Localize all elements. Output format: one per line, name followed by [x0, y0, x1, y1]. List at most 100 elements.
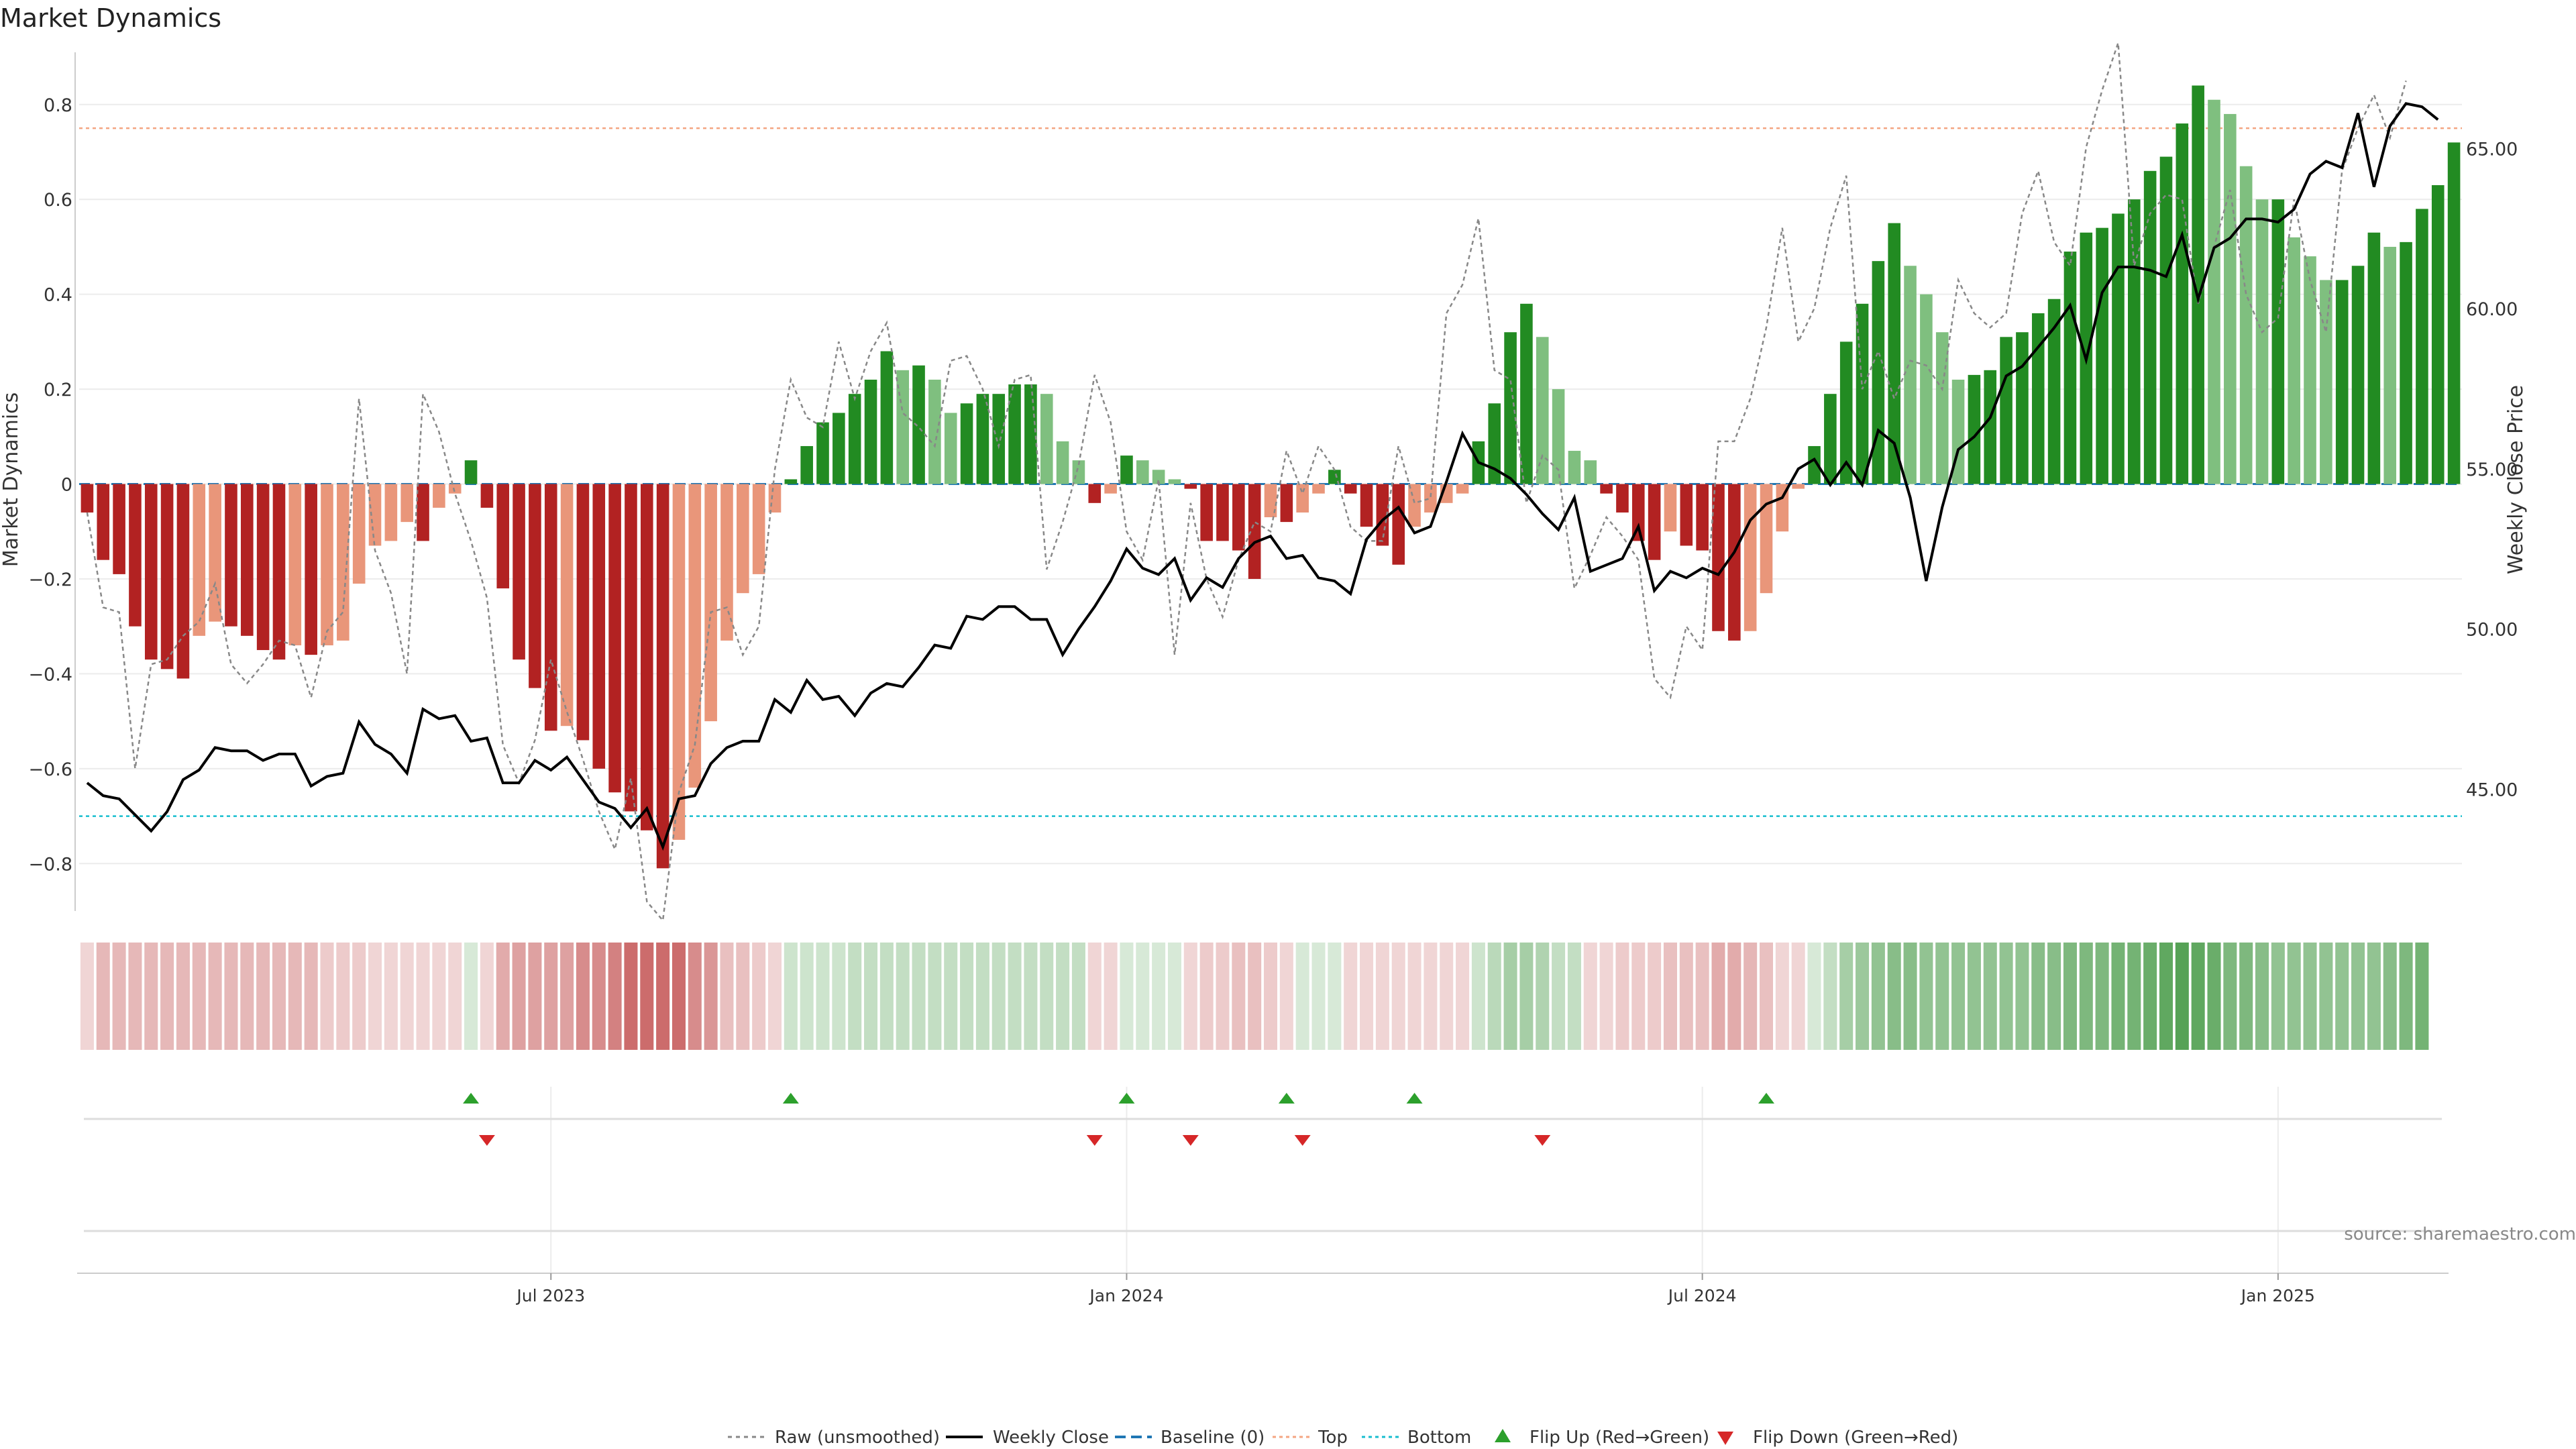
bar — [2351, 266, 2365, 484]
bar — [1935, 332, 1949, 484]
gauge-cell — [464, 943, 478, 1050]
bar — [1968, 374, 1981, 484]
bar — [880, 351, 894, 484]
gauge-cell — [176, 943, 190, 1050]
gauge-cell — [2287, 943, 2301, 1050]
bar — [2031, 313, 2045, 484]
raw-line-layer — [86, 42, 2407, 923]
bar — [1200, 484, 1213, 541]
bar — [1904, 266, 1917, 484]
gauge-cell — [2047, 943, 2061, 1050]
bar — [400, 484, 413, 523]
gauge-cell — [2335, 943, 2349, 1050]
gauge-cell — [2223, 943, 2237, 1050]
gauge-cell — [1311, 943, 1326, 1050]
bar — [928, 379, 941, 484]
bar — [800, 445, 813, 484]
gauge-cell — [896, 943, 910, 1050]
gauge-cell — [1679, 943, 1693, 1050]
right-y-axis: 65.00 60.00 55.00 50.00 45.00 — [2466, 139, 2518, 800]
gauge-cell — [1391, 943, 1405, 1050]
gauge-cell — [1743, 943, 1758, 1050]
bar — [1743, 484, 1757, 631]
gauge-cell — [1856, 943, 1870, 1050]
bar — [2416, 209, 2428, 484]
bar — [1808, 445, 1821, 484]
gauge-cell — [112, 943, 126, 1050]
bar — [2447, 142, 2461, 484]
bar — [433, 484, 445, 508]
gauge-cell — [2303, 943, 2317, 1050]
gauge-cell — [1456, 943, 1470, 1050]
bar — [2000, 337, 2012, 484]
gauge-cell — [2079, 943, 2093, 1050]
left-axis-label: Market Dynamics — [0, 392, 23, 568]
gauge-cell — [96, 943, 110, 1050]
left-tick-label: 0.8 — [44, 95, 72, 116]
bar — [1360, 484, 1373, 527]
bar — [784, 479, 798, 484]
bar — [864, 379, 877, 484]
bar — [1664, 484, 1677, 532]
right-tick-label: 65.00 — [2466, 139, 2518, 160]
left-tick-label: 0.4 — [44, 285, 72, 306]
bar — [1056, 441, 1069, 484]
bar — [417, 484, 429, 541]
gauge-cell — [1263, 943, 1278, 1050]
bar — [160, 484, 174, 669]
gauge-cell — [1424, 943, 1438, 1050]
gauge-cell — [1919, 943, 1933, 1050]
gauge-cell — [1695, 943, 1709, 1050]
bar — [1392, 484, 1405, 565]
flip-up-marker — [1758, 1093, 1775, 1104]
gauge-cell — [1871, 943, 1885, 1050]
gauge-cell — [1648, 943, 1662, 1050]
chart-title: Market Dynamics — [0, 3, 221, 33]
x-tick-label: Jul 2023 — [515, 1286, 585, 1305]
gauge-cell — [512, 943, 526, 1050]
legend-flip-down-icon — [1717, 1432, 1733, 1445]
bar — [2112, 213, 2125, 484]
flip-up-marker — [782, 1093, 799, 1104]
gauge-cell — [224, 943, 238, 1050]
gauge-cell — [1183, 943, 1197, 1050]
gauge-cell — [432, 943, 446, 1050]
gauge-cell — [1087, 943, 1102, 1050]
left-tick-label: 0.2 — [44, 380, 72, 400]
bar — [272, 484, 286, 660]
gauge-cell — [1583, 943, 1597, 1050]
bar — [2096, 227, 2108, 484]
bar — [625, 484, 637, 812]
bar — [816, 422, 829, 484]
bar — [2176, 123, 2189, 484]
bar — [1728, 484, 1741, 641]
gauge-cell — [1839, 943, 1854, 1050]
gauge-cell — [2095, 943, 2109, 1050]
bar — [1888, 223, 1901, 484]
bar — [1216, 484, 1229, 541]
gauge-cell — [1152, 943, 1166, 1050]
gauge-cell — [272, 943, 286, 1050]
bar — [2367, 232, 2381, 484]
bar — [944, 413, 957, 484]
legend-flip-up-icon — [1495, 1429, 1511, 1442]
gauge-cell — [160, 943, 174, 1050]
bar — [2400, 241, 2412, 484]
bar — [1328, 470, 1341, 484]
legend-raw-label: Raw (unsmoothed) — [775, 1428, 940, 1448]
gauge-cell — [1599, 943, 1613, 1050]
gauge-cell — [2175, 943, 2189, 1050]
gauge-cell — [608, 943, 622, 1050]
bar — [2143, 170, 2157, 484]
bar — [1712, 484, 1725, 631]
left-tick-label: −0.6 — [28, 759, 72, 780]
bar — [1312, 484, 1325, 494]
gauge-cell — [1759, 943, 1774, 1050]
right-axis-label: Weekly Close Price — [2504, 385, 2528, 574]
bar — [737, 484, 749, 594]
legend-flip-up-label: Flip Up (Red→Green) — [1529, 1428, 1709, 1448]
gauge-cell — [784, 943, 798, 1050]
gauge-cell — [2367, 943, 2381, 1050]
